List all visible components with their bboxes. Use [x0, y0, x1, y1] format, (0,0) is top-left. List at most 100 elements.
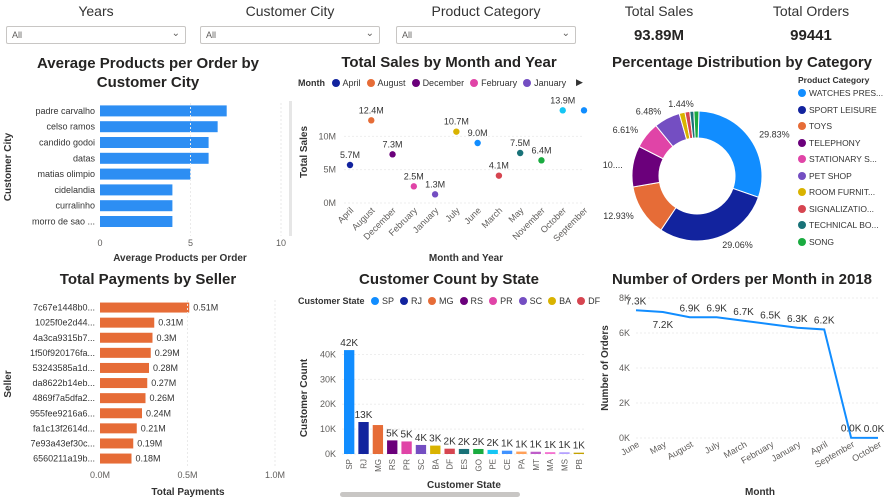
category-legend-item[interactable]: SIGNALIZATIO... [798, 204, 883, 221]
legend-dot [489, 297, 498, 305]
bar [100, 317, 155, 328]
orders-2018-chart: 0K2K4K6K8K7.3KJune7.2KMay6.9KAugust6.9KJ… [600, 293, 885, 498]
category-legend-item[interactable]: STATIONARY S... [798, 154, 883, 171]
state-legend: Customer State SP RJ MG RS PR SC BA DF [298, 296, 606, 306]
bar [100, 378, 148, 389]
category-slicer-dropdown[interactable]: All ⌄ [396, 26, 576, 44]
bar [344, 350, 355, 454]
tick-label: 0K [325, 449, 336, 459]
legend-dot [798, 237, 806, 246]
data-label: 6.7K [733, 307, 754, 318]
chevron-down-icon: ⌄ [171, 28, 180, 39]
state-legend-label: BA [559, 296, 572, 306]
month-legend-item[interactable]: August [366, 78, 406, 88]
tick-label: GO [474, 459, 483, 471]
state-legend-item[interactable]: RS [459, 296, 483, 306]
state-legend-item[interactable]: MG [428, 296, 454, 306]
bar [100, 438, 134, 449]
legend-dot [798, 89, 806, 97]
legend-dot [400, 297, 409, 305]
month-legend-label: August [377, 78, 406, 88]
category-label: celso ramos [46, 122, 95, 132]
month-legend-item[interactable]: December [411, 78, 464, 88]
category-legend-item[interactable]: SONG [798, 237, 883, 254]
legend-dot [798, 221, 806, 229]
data-label: 6.9K [679, 303, 700, 314]
state-legend-item[interactable]: SC [518, 296, 542, 306]
data-label: 0.29M [155, 348, 180, 358]
caret-right-icon[interactable]: ▶ [576, 77, 583, 87]
legend-dot [371, 297, 380, 305]
legend-dot [459, 297, 468, 305]
payments-by-seller-chart: 7c67e1448b0... 0.51M 1025f0e2d44... 0.31M 4a… [3, 300, 285, 498]
month-legend-item[interactable]: January [523, 78, 566, 88]
state-legend-item[interactable]: BA [548, 296, 571, 306]
category-legend-item[interactable]: SPORT LEISURE [798, 105, 883, 122]
horizontal-scrollbar[interactable] [340, 492, 520, 497]
bar [100, 453, 132, 464]
data-label: 0.26M [150, 393, 175, 403]
data-point [453, 128, 460, 135]
data-point [346, 161, 354, 169]
state-legend-label: RJ [411, 296, 423, 306]
data-label: 2K [472, 437, 485, 448]
bar [100, 408, 142, 419]
category-label: morro de sao ... [32, 217, 95, 227]
vertical-scrollbar[interactable] [289, 101, 292, 236]
category-legend-item[interactable]: PET SHOP [798, 171, 883, 188]
data-label: 2K [487, 438, 500, 449]
slice-label: 10.... [603, 160, 623, 170]
state-legend-item[interactable]: DF [577, 296, 600, 306]
state-legend-item[interactable]: PR [489, 296, 513, 306]
pie-slice [693, 110, 700, 139]
tick-label: 10K [320, 424, 336, 434]
avg-products-title: Average Products per Order by Customer C… [36, 55, 260, 91]
category-label: 7c67e1448b0... [33, 303, 95, 313]
legend-dot [470, 79, 479, 87]
category-label: curralinho [55, 201, 95, 211]
state-legend-title: Customer State [298, 296, 365, 306]
years-slicer-dropdown[interactable]: All ⌄ [6, 26, 186, 44]
y-axis-title: Number of Orders [600, 325, 611, 411]
tick-label: DF [446, 459, 455, 470]
bar [372, 425, 384, 454]
category-label: 4869f7a5dfa2... [32, 393, 95, 403]
bar [487, 449, 498, 454]
state-legend-item[interactable]: SP [371, 296, 394, 306]
tick-label: 8K [619, 293, 630, 303]
city-slicer-dropdown[interactable]: All ⌄ [200, 26, 380, 44]
category-legend-item[interactable]: WATCHES PRES... [798, 88, 883, 105]
total-sales-label: Total Sales [624, 3, 694, 19]
month-legend-item[interactable]: February [470, 78, 517, 88]
data-label: 0.19M [137, 438, 162, 448]
x-axis-title: Month and Year [429, 253, 503, 264]
category-legend-item[interactable]: TECHNICAL BO... [798, 220, 883, 237]
data-label: 0.24M [146, 408, 171, 418]
data-label: 5K [400, 429, 413, 440]
month-legend-item[interactable]: April [331, 78, 361, 88]
tick-label: RJ [360, 459, 369, 469]
bar [387, 440, 398, 454]
category-label: 6560211a19b... [33, 454, 95, 464]
category-legend-item[interactable]: ROOM FURNIT... [798, 187, 883, 204]
slice-label: 1.44% [668, 99, 694, 109]
legend-dot [798, 155, 806, 163]
total-sales-value: 93.89M [633, 27, 685, 44]
category-legend-item[interactable]: TOYS [798, 121, 883, 138]
slice-label: 12.93% [603, 211, 634, 221]
data-label: 2.5M [404, 171, 424, 181]
month-legend-label: February [481, 78, 518, 88]
tick-label: 4K [619, 363, 630, 373]
category-label: cidelandia [54, 185, 95, 195]
legend-dot [428, 297, 437, 305]
pie-slice [697, 110, 763, 198]
category-legend-item[interactable]: TELEPHONY [798, 138, 883, 155]
data-label: 7.3M [383, 139, 403, 149]
category-label: da8622b14eb... [32, 378, 95, 388]
bar [100, 332, 153, 343]
city-slicer-value: All [206, 30, 217, 40]
tick-label: July [703, 439, 722, 456]
state-legend-item[interactable]: RJ [400, 296, 422, 306]
category-legend: Product Category WATCHES PRES... SPORT LE… [798, 75, 883, 253]
bar [516, 451, 527, 454]
